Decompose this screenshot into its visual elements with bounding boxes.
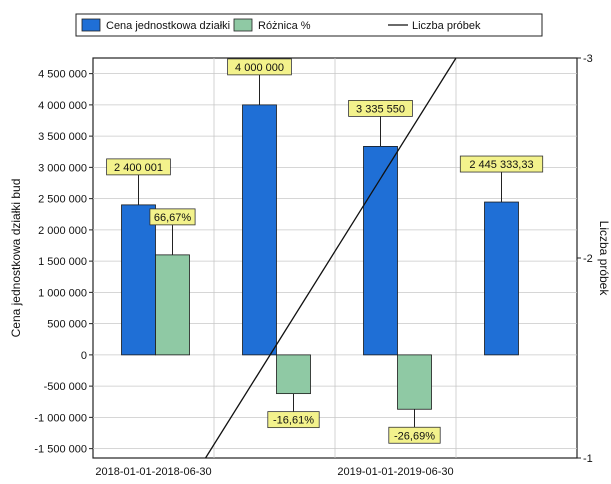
data-label: 2 400 001 [114, 162, 163, 174]
y-tick-label: -1 500 000 [34, 444, 87, 456]
y-tick-label: 0 [81, 350, 87, 362]
y-tick-label: 1 500 000 [38, 256, 87, 268]
y-tick-label: 2 000 000 [38, 225, 87, 237]
data-label: 66,67% [154, 212, 192, 224]
y-tick-label: -500 000 [44, 381, 87, 393]
legend-swatch [81, 18, 101, 32]
y-tick-label: 3 000 000 [38, 162, 87, 174]
legend-label: Różnica % [258, 20, 311, 32]
data-label-box [106, 158, 171, 176]
y-tick-label: 500 000 [47, 319, 87, 331]
bar-price [484, 201, 519, 356]
y-axis-title: Cena jednostkowa działki bud [9, 179, 23, 338]
legend-label: Liczba próbek [412, 20, 481, 32]
data-label-box [388, 426, 441, 444]
data-label: 2 445 333,33 [469, 159, 533, 171]
y2-axis-title: Liczba próbek [597, 221, 611, 297]
data-label-box [348, 100, 413, 117]
legend-swatch [233, 18, 253, 32]
data-label: 3 335 550 [356, 103, 405, 115]
y2-tick-label: -2 [583, 253, 593, 265]
x-tick-label: 2019-01-01-2019-06-30 [337, 466, 453, 478]
y-tick-label: -1 000 000 [34, 412, 87, 424]
data-label-box [149, 208, 196, 226]
y-tick-label: 4 500 000 [38, 69, 87, 81]
y-tick-label: 1 000 000 [38, 287, 87, 299]
data-label: 4 000 000 [235, 62, 284, 74]
y-tick-label: 4 000 000 [38, 100, 87, 112]
bar-diff [276, 354, 311, 395]
x-tick-label: 2018-01-01-2018-06-30 [95, 466, 211, 478]
line-series-samples [204, 57, 457, 459]
bar-diff [397, 354, 432, 410]
bar-price [363, 146, 398, 356]
bar-diff [155, 254, 190, 356]
y2-tick-label: -1 [583, 453, 593, 465]
data-label-box [267, 411, 320, 429]
data-label: -26,69% [394, 430, 435, 442]
bar-price [242, 104, 277, 356]
y-tick-label: 2 500 000 [38, 194, 87, 206]
legend [75, 13, 543, 37]
legend-label: Cena jednostkowa działki bud [106, 20, 252, 32]
bar-price [121, 204, 156, 356]
data-label-box [459, 155, 544, 173]
y-tick-label: 3 500 000 [38, 131, 87, 143]
data-label: -16,61% [273, 415, 314, 427]
y2-tick-label: -3 [583, 53, 593, 65]
data-label-box [227, 58, 292, 76]
